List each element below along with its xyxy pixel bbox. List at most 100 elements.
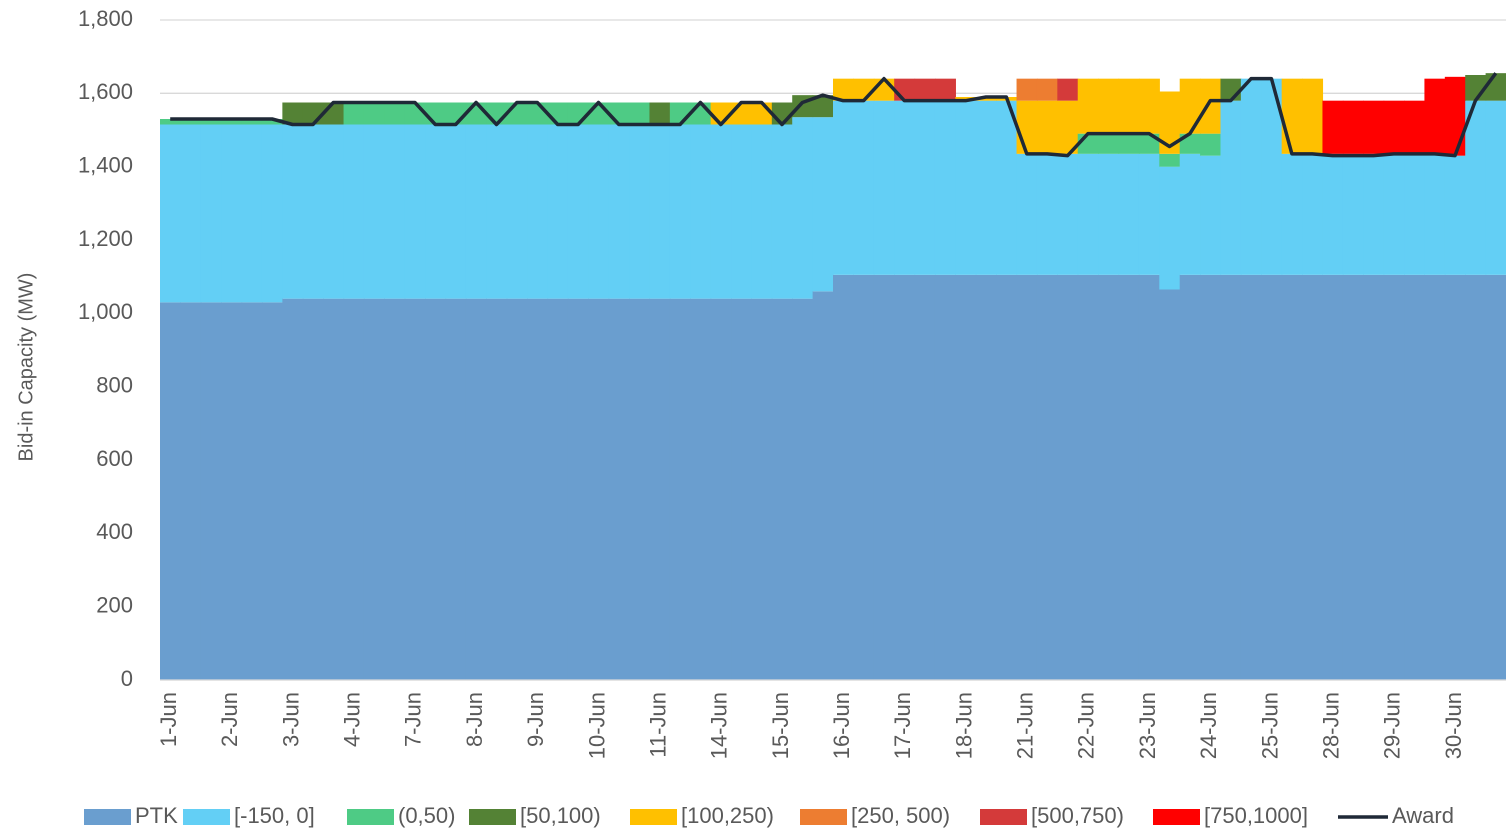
bar-segment bbox=[1098, 274, 1120, 680]
legend-swatch bbox=[347, 809, 394, 825]
bar-segment bbox=[1424, 153, 1446, 275]
bar-segment bbox=[1302, 153, 1324, 275]
y-tick-label: 1,800 bbox=[78, 6, 133, 31]
bar-segment bbox=[812, 117, 834, 292]
bar-segment bbox=[1444, 155, 1466, 275]
bar-segment bbox=[751, 298, 773, 680]
bar-segment bbox=[425, 124, 447, 299]
bar-segment bbox=[771, 298, 793, 680]
bar-segment bbox=[996, 274, 1018, 680]
bar-segment bbox=[1138, 78, 1160, 134]
bar-segment bbox=[914, 274, 936, 680]
bar-segment bbox=[384, 124, 406, 299]
bar-segment bbox=[241, 119, 263, 125]
bar-segment bbox=[1057, 153, 1079, 275]
bar-segment bbox=[527, 124, 549, 299]
bar-segment bbox=[1302, 78, 1324, 154]
bar-segment bbox=[1485, 73, 1506, 101]
bar-segment bbox=[1281, 78, 1303, 154]
bar-segment bbox=[1200, 155, 1222, 275]
bar-segment bbox=[1240, 274, 1262, 680]
bar-segment bbox=[629, 298, 651, 680]
bar-segment bbox=[200, 302, 222, 680]
bar-segment bbox=[771, 102, 793, 125]
bar-segment bbox=[323, 102, 345, 125]
bar-segment bbox=[669, 298, 691, 680]
bar-segment bbox=[506, 298, 528, 680]
bar-segment bbox=[384, 102, 406, 125]
bar-segment bbox=[1200, 274, 1222, 680]
legend-label: [250, 500) bbox=[851, 803, 950, 828]
bar-segment bbox=[1342, 100, 1364, 154]
bar-segment bbox=[975, 100, 997, 275]
bar-segment bbox=[1404, 153, 1426, 275]
y-tick-label: 800 bbox=[96, 372, 133, 397]
bar-segment bbox=[1179, 78, 1201, 134]
x-tick-label: 10-Jun bbox=[584, 692, 609, 759]
bar-segment bbox=[833, 274, 854, 680]
bar-segment bbox=[1159, 289, 1181, 680]
bar-segment bbox=[465, 124, 487, 299]
x-tick-label: 21-Jun bbox=[1013, 692, 1038, 759]
bar-segment bbox=[323, 124, 345, 299]
bar-segment bbox=[690, 298, 712, 680]
bar-segment bbox=[1342, 274, 1364, 680]
bar-segment bbox=[445, 124, 467, 299]
bar-segment bbox=[1057, 100, 1079, 154]
bar-segment bbox=[547, 298, 569, 680]
legend-label: (0,50) bbox=[398, 803, 455, 828]
bar-segment bbox=[465, 102, 487, 125]
bar-segment bbox=[1465, 100, 1487, 275]
bar-segment bbox=[343, 124, 365, 299]
x-tick-label: 3-Jun bbox=[278, 692, 303, 747]
bar-segment bbox=[608, 102, 630, 125]
bar-segment bbox=[588, 124, 610, 299]
y-axis-label: Bid-in Capacity (MW) bbox=[15, 273, 37, 462]
bar-segment bbox=[1159, 166, 1181, 290]
bar-segment bbox=[343, 298, 365, 680]
legend-label: [750,1000] bbox=[1204, 803, 1308, 828]
bar-segment bbox=[1363, 153, 1385, 275]
bar-segment bbox=[1036, 153, 1058, 275]
bar-segment bbox=[1240, 78, 1262, 275]
bar-segment bbox=[1057, 274, 1079, 680]
bar-segment bbox=[1220, 274, 1242, 680]
x-tick-label: 11-Jun bbox=[645, 692, 670, 758]
y-tick-label: 200 bbox=[96, 592, 133, 617]
bar-segment bbox=[282, 298, 304, 680]
bar-segment bbox=[1057, 78, 1079, 101]
bar-segment bbox=[1424, 274, 1446, 680]
x-tick-label: 30-Jun bbox=[1441, 692, 1466, 759]
bar-segment bbox=[873, 78, 895, 101]
bar-segment bbox=[486, 102, 508, 125]
bar-segment bbox=[914, 100, 936, 275]
bar-segment bbox=[1383, 153, 1405, 275]
bar-segment bbox=[384, 298, 406, 680]
bar-segment bbox=[547, 102, 569, 125]
bar-segment bbox=[731, 298, 753, 680]
bar-segment bbox=[1138, 153, 1160, 275]
bar-segment bbox=[853, 274, 875, 680]
bar-segment bbox=[955, 274, 977, 680]
bar-segment bbox=[853, 78, 875, 101]
legend-swatch bbox=[84, 809, 131, 825]
bar-segment bbox=[506, 124, 528, 299]
bar-segment bbox=[1077, 153, 1099, 275]
bar-segment bbox=[751, 124, 773, 299]
x-tick-label: 28-Jun bbox=[1318, 692, 1343, 759]
bar-segment bbox=[1200, 78, 1222, 134]
bar-segment bbox=[812, 95, 834, 118]
bar-segment bbox=[1077, 274, 1099, 680]
bar-segment bbox=[1118, 133, 1140, 154]
x-tick-label: 4-Jun bbox=[340, 692, 365, 747]
bar-segment bbox=[527, 298, 549, 680]
legend-swatch bbox=[630, 809, 677, 825]
bar-segment bbox=[792, 298, 814, 680]
bar-segment bbox=[282, 102, 304, 125]
y-tick-label: 0 bbox=[121, 666, 133, 691]
legend-swatch bbox=[1153, 809, 1200, 825]
x-tick-label: 2-Jun bbox=[217, 692, 242, 747]
bar-segment bbox=[1322, 274, 1344, 680]
bar-segment bbox=[894, 78, 916, 101]
